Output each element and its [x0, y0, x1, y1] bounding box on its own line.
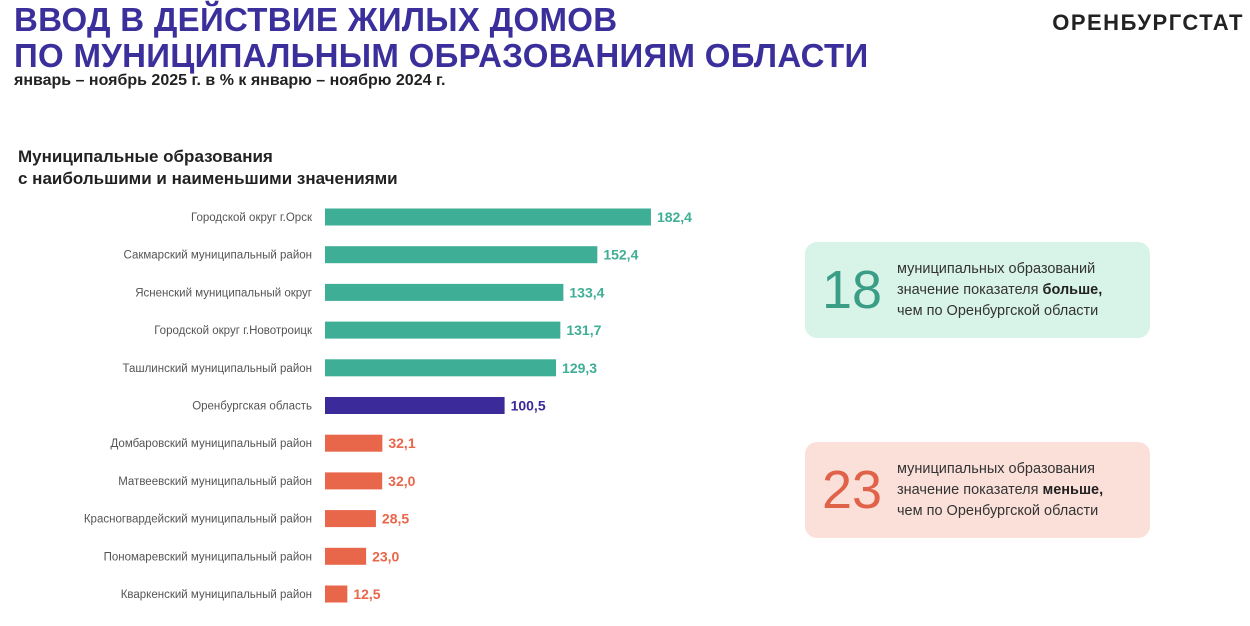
value-label: 152,4 [603, 247, 638, 263]
category-label: Сакмарский муниципальный район [124, 250, 312, 262]
value-label: 129,3 [562, 360, 597, 376]
category-label: Ясненский муниципальный округ [135, 287, 312, 299]
category-label: Оренбургская область [192, 401, 312, 413]
category-label: Городской округ г.Орск [191, 212, 313, 224]
bar [325, 547, 367, 565]
category-label: Матвеевский муниципальный район [118, 476, 312, 488]
subtitle: январь – ноябрь 2025 г. в % к январю – н… [14, 72, 446, 89]
bar [325, 397, 505, 414]
above-text: муниципальных образований значение показа… [897, 259, 1102, 322]
below-line3: чем по Оренбургской области [897, 502, 1099, 519]
value-label: 182,4 [657, 209, 692, 225]
below-text: муниципальных образования значение показа… [897, 459, 1103, 522]
value-label: 100,5 [511, 398, 546, 414]
bar [325, 208, 651, 226]
bar [325, 510, 376, 528]
below-line1: муниципальных образования [897, 460, 1095, 477]
below-bold: меньше, [1042, 481, 1104, 498]
bar [325, 321, 561, 339]
category-label: Пономаревский муниципальный район [104, 551, 312, 563]
chart-title: Муниципальные образования с наибольшими и… [18, 146, 398, 190]
below-summary-box: 23 муниципальных образования значение пок… [805, 442, 1150, 538]
bar [325, 246, 598, 264]
title-line-2: ПО МУНИЦИПАЛЬНЫМ ОБРАЗОВАНИЯМ ОБЛАСТИ [14, 37, 869, 74]
above-line1: муниципальных образований [897, 260, 1096, 277]
title-line-1: ВВОД В ДЕЙСТВИЕ ЖИЛЫХ ДОМОВ [14, 1, 618, 38]
bar [325, 359, 557, 377]
brand-logo: ОРЕНБУРГСТАТ [1052, 10, 1244, 35]
bar [325, 434, 383, 452]
above-bold: больше, [1042, 281, 1103, 298]
category-label: Красногвардейский муниципальный район [84, 514, 312, 526]
above-line3: чем по Оренбургской области [897, 302, 1099, 319]
value-label: 32,0 [388, 473, 415, 489]
page-title: ВВОД В ДЕЙСТВИЕ ЖИЛЫХ ДОМОВ ПО МУНИЦИПАЛЬ… [14, 2, 868, 74]
bar [325, 585, 348, 603]
category-label: Ташлинский муниципальный район [122, 363, 312, 375]
chart-title-line-1: Муниципальные образования [18, 147, 273, 166]
below-line2: значение показателя [897, 481, 1043, 498]
value-label: 23,0 [372, 548, 399, 564]
bar-chart: Городской округ г.Орск 182,4 Сакмарский му… [84, 208, 692, 603]
chart-title-line-2: с наибольшими и наименьшими значениями [18, 169, 398, 188]
category-label: Домбаровский муниципальный район [111, 438, 313, 450]
above-summary-box: 18 муниципальных образований значение пок… [805, 242, 1150, 338]
below-count: 23 [821, 460, 883, 520]
value-label: 32,1 [388, 435, 415, 451]
above-line2: значение показателя [897, 281, 1043, 298]
category-label: Кваркенский муниципальный район [121, 589, 312, 601]
value-label: 12,5 [353, 586, 380, 602]
value-label: 133,4 [569, 284, 604, 300]
bar [325, 283, 564, 301]
value-label: 28,5 [382, 511, 409, 527]
bar [325, 472, 383, 490]
category-label: Городской округ г.Новотроицк [154, 325, 313, 337]
above-count: 18 [821, 260, 883, 320]
value-label: 131,7 [566, 322, 601, 338]
